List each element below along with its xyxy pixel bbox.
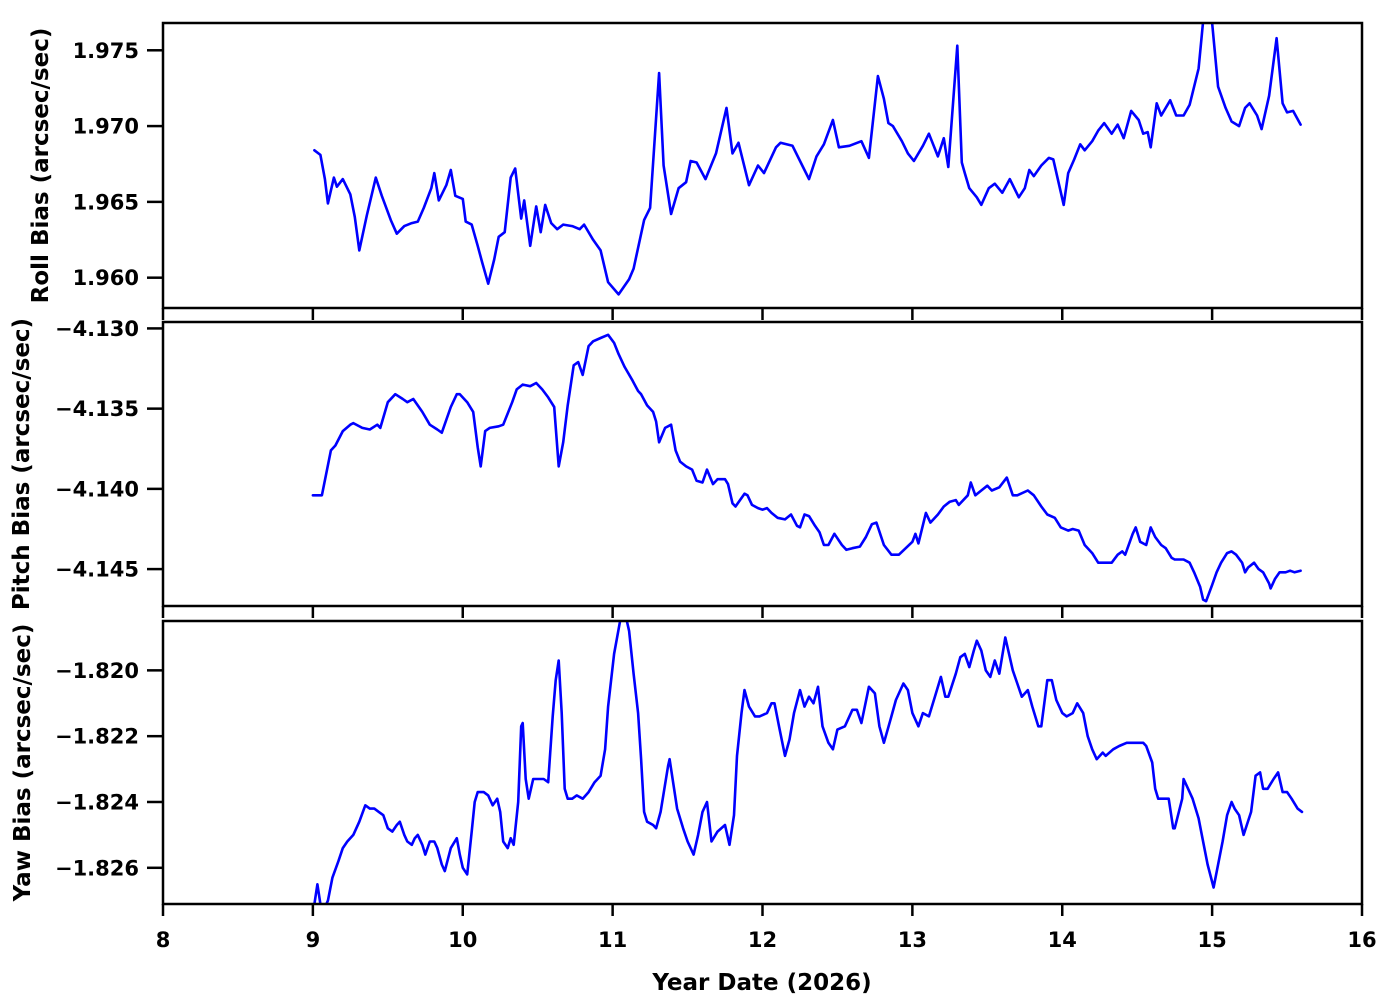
yaw-bias-data-line	[313, 621, 1304, 904]
y-tick-label: 1.965	[73, 190, 139, 214]
y-axis-label: Pitch Bias (arcsec/sec)	[9, 318, 35, 610]
x-tick-label: 16	[1347, 928, 1376, 952]
y-tick-label: −4.130	[55, 317, 139, 341]
x-tick-label: 10	[448, 928, 477, 952]
y-tick-label: −1.824	[55, 790, 139, 814]
roll-bias-subplot: Roll Bias (arcsec/sec) 1.975 1.970 1.965 1.…	[28, 21, 1364, 320]
pitch-bias-axes-border	[161, 320, 1364, 608]
pitch-bias-data-line	[311, 333, 1302, 603]
x-tick-label: 8	[156, 928, 171, 952]
y-tick-label: −1.820	[55, 659, 139, 683]
y-axis-label: Yaw Bias (arcsec/sec)	[10, 624, 36, 903]
y-tick-label: −4.140	[55, 477, 139, 501]
x-tick-label: 15	[1198, 928, 1227, 952]
y-tick-label: −4.145	[55, 558, 139, 582]
y-tick-label: −1.822	[55, 725, 139, 749]
y-axis-label: Roll Bias (arcsec/sec)	[28, 28, 54, 304]
x-tick-label: 12	[748, 928, 777, 952]
y-tick-label: −4.135	[55, 397, 139, 421]
y-tick-label: −1.826	[55, 856, 139, 880]
pitch-bias-subplot: Pitch Bias (arcsec/sec) −4.130 −4.135 −4.1…	[9, 317, 1364, 618]
yaw-bias-axes-border	[161, 619, 1364, 906]
yaw-bias-subplot: Yaw Bias (arcsec/sec) −1.820 −1.822 −1.824…	[10, 619, 1377, 952]
roll-bias-data-line	[313, 23, 1302, 296]
x-tick-label: 11	[598, 928, 627, 952]
x-tick-label: 14	[1048, 928, 1077, 952]
y-tick-label: 1.960	[73, 266, 139, 290]
roll-bias-axes-border	[161, 21, 1364, 310]
x-axis-label: Year Date (2026)	[651, 970, 871, 996]
x-tick-label: 13	[898, 928, 927, 952]
y-tick-label: 1.970	[73, 115, 139, 139]
y-tick-label: 1.975	[73, 39, 139, 63]
x-tick-label: 9	[306, 928, 321, 952]
